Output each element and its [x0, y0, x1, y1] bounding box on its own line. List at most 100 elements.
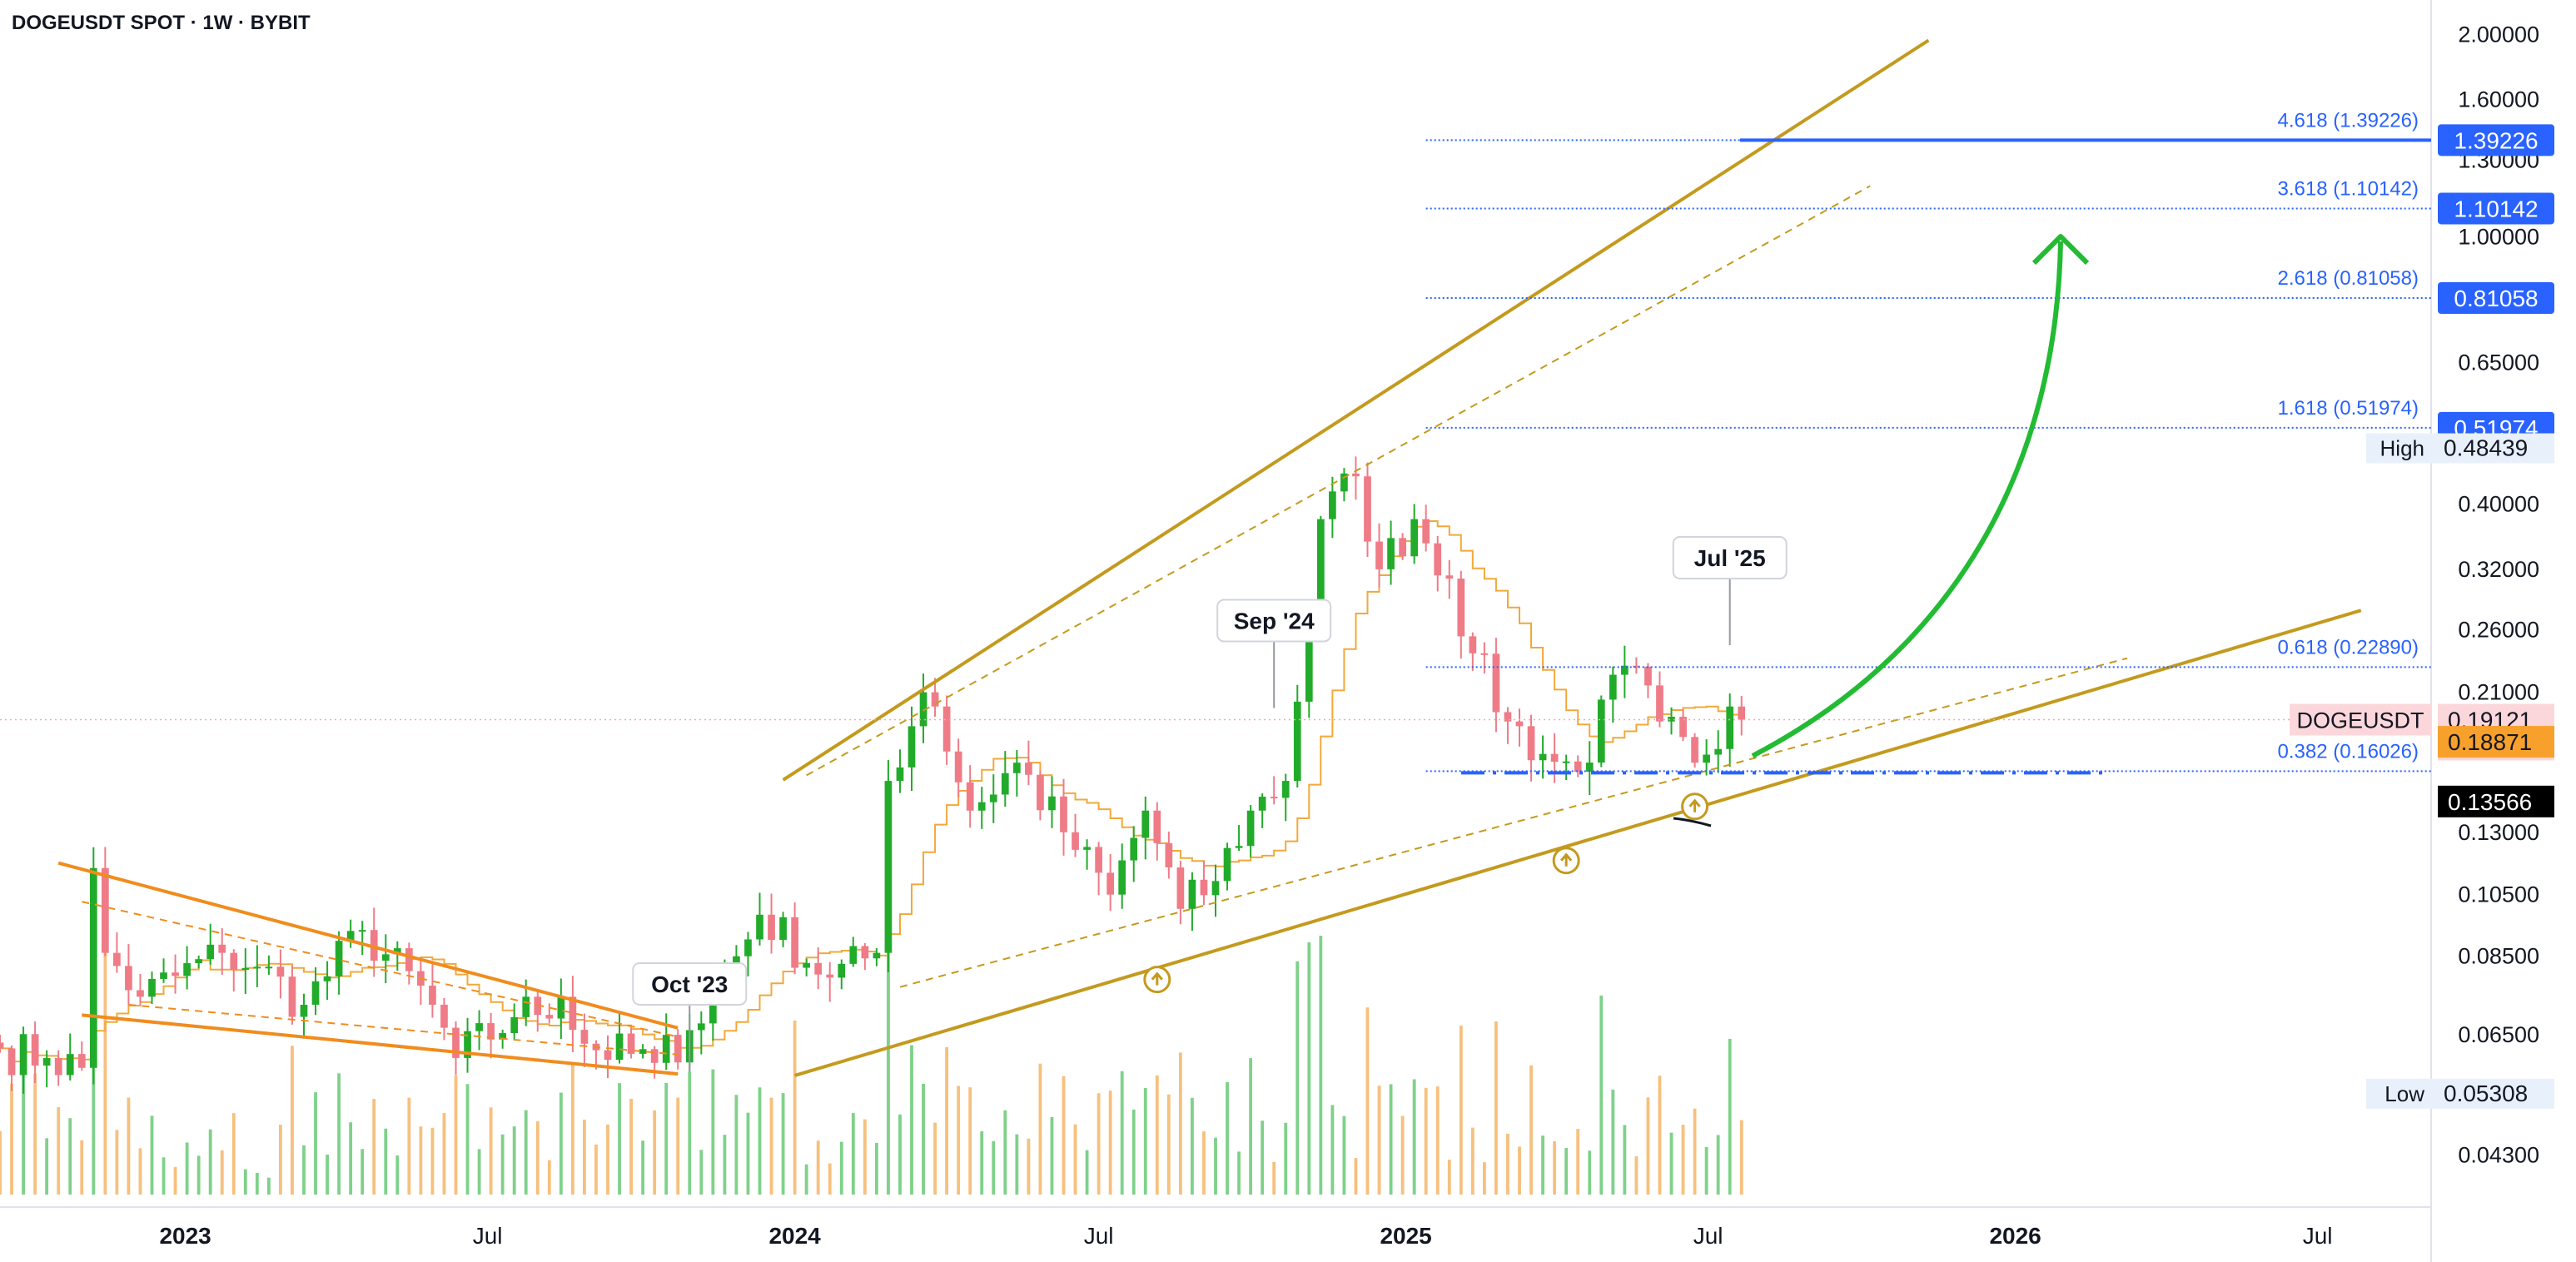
- event-label-text: Oct '23: [651, 971, 728, 997]
- candle-body: [1504, 712, 1512, 722]
- candle-body: [650, 1049, 659, 1063]
- candle-body: [545, 1015, 554, 1019]
- volume-bar: [1716, 1135, 1720, 1195]
- volume-bar: [302, 1145, 306, 1195]
- projection-arrow: [1751, 241, 2063, 758]
- candle-body: [31, 1034, 39, 1066]
- candle-body: [510, 1016, 519, 1034]
- candle-body: [183, 963, 191, 976]
- volume-bar: [407, 1097, 411, 1195]
- volume-bar: [594, 1144, 598, 1195]
- volume-bar: [1576, 1129, 1580, 1195]
- low-tag-label: Low: [2385, 1081, 2424, 1106]
- volume-bar: [489, 1107, 493, 1195]
- candle-body: [1445, 575, 1454, 579]
- volume-bar: [804, 1164, 808, 1195]
- volume-bar: [1541, 1135, 1544, 1195]
- volume-bar: [1377, 1086, 1381, 1195]
- volume-bar: [1307, 942, 1311, 1195]
- event-label-box: [1216, 599, 1332, 643]
- symbol-tag-bg: [2290, 703, 2431, 736]
- candle-body: [1352, 473, 1360, 477]
- candle-body: [160, 972, 167, 979]
- volume-bar: [1470, 1127, 1474, 1195]
- high-tag-value: 0.48439: [2444, 435, 2528, 461]
- candle-body: [1270, 797, 1278, 799]
- volume-bar: [138, 1148, 142, 1195]
- volume-bar: [442, 1113, 446, 1195]
- candle-body: [919, 692, 927, 727]
- volume-bar: [781, 1093, 785, 1195]
- fib-level-label: 0.618 (0.22890): [2278, 636, 2419, 658]
- volume-bar: [80, 1140, 84, 1195]
- fib-price-tag: [2438, 192, 2554, 225]
- candle-body: [1656, 685, 1663, 722]
- volume-bar: [1191, 1097, 1194, 1195]
- volume-bar: [547, 1160, 551, 1195]
- candle-body: [1539, 753, 1547, 761]
- candle-body: [452, 1027, 460, 1058]
- candle-body: [7, 1048, 16, 1076]
- candle-body: [1329, 491, 1336, 519]
- candle-body: [1399, 538, 1406, 557]
- candle-body: [908, 726, 916, 768]
- volume-bar: [1330, 1105, 1335, 1195]
- price-tick-label: 0.40000: [2458, 492, 2539, 517]
- candle-body: [1153, 810, 1161, 843]
- candle-body: [1293, 701, 1301, 782]
- candle-body: [989, 794, 997, 802]
- candle-body: [1305, 611, 1313, 702]
- volume-bar: [1564, 1148, 1569, 1195]
- candle-body: [1480, 653, 1489, 655]
- volume-bar: [1249, 1058, 1253, 1195]
- volume-bar: [372, 1099, 376, 1195]
- candle-body: [791, 917, 798, 968]
- candle-body: [569, 996, 577, 1031]
- volume-bar: [430, 1127, 435, 1195]
- volume-bar: [326, 1154, 329, 1195]
- high-tag-label: High: [2380, 436, 2424, 461]
- candle-body: [125, 966, 132, 991]
- volume-bar: [1261, 1120, 1265, 1195]
- volume-bar: [1646, 1097, 1650, 1195]
- volume-bar: [676, 1097, 680, 1195]
- ma-price-tag-bg: [2438, 726, 2554, 758]
- volume-bar: [1494, 1021, 1498, 1195]
- volume-bar: [291, 1046, 294, 1195]
- candle-body: [1714, 748, 1723, 755]
- candle-body: [1633, 665, 1640, 668]
- volume-bar: [103, 938, 107, 1195]
- volume-bar: [1611, 1089, 1615, 1195]
- candle-body: [709, 992, 717, 1024]
- candle-body: [627, 1033, 635, 1054]
- volume-bar: [1412, 1079, 1416, 1195]
- volume-bar: [1272, 1161, 1276, 1195]
- volume-bar: [746, 1112, 750, 1195]
- volume-bar: [1120, 1071, 1124, 1195]
- time-tick-label: 2026: [1989, 1223, 2041, 1249]
- candle-body: [580, 1030, 589, 1044]
- symbol-tag-text: DOGEUSDT: [2296, 708, 2424, 733]
- volume-bar: [0, 1130, 2, 1195]
- volume-bar: [314, 1092, 317, 1195]
- volume-bar: [1459, 1026, 1463, 1195]
- volume-bar: [793, 1020, 797, 1195]
- volume-bar: [57, 1107, 61, 1195]
- candle-body: [849, 946, 858, 964]
- volume-bar: [512, 1126, 516, 1195]
- candle-body: [0, 1042, 4, 1049]
- annotation-stroke: [1673, 817, 1712, 827]
- volume-bar: [185, 1142, 189, 1195]
- candle-body: [1597, 699, 1605, 763]
- candle-body: [218, 944, 226, 953]
- candle-body: [1609, 674, 1617, 700]
- candle-body: [1738, 706, 1746, 720]
- volume-bar: [22, 1041, 25, 1195]
- volume-bar: [349, 1122, 353, 1195]
- volume-bar: [45, 1138, 49, 1195]
- time-tick-label: 2024: [768, 1223, 821, 1249]
- moving-average-line: [0, 520, 1743, 1063]
- volume-bar: [1003, 1110, 1007, 1195]
- price-tick-label: 0.65000: [2458, 350, 2539, 375]
